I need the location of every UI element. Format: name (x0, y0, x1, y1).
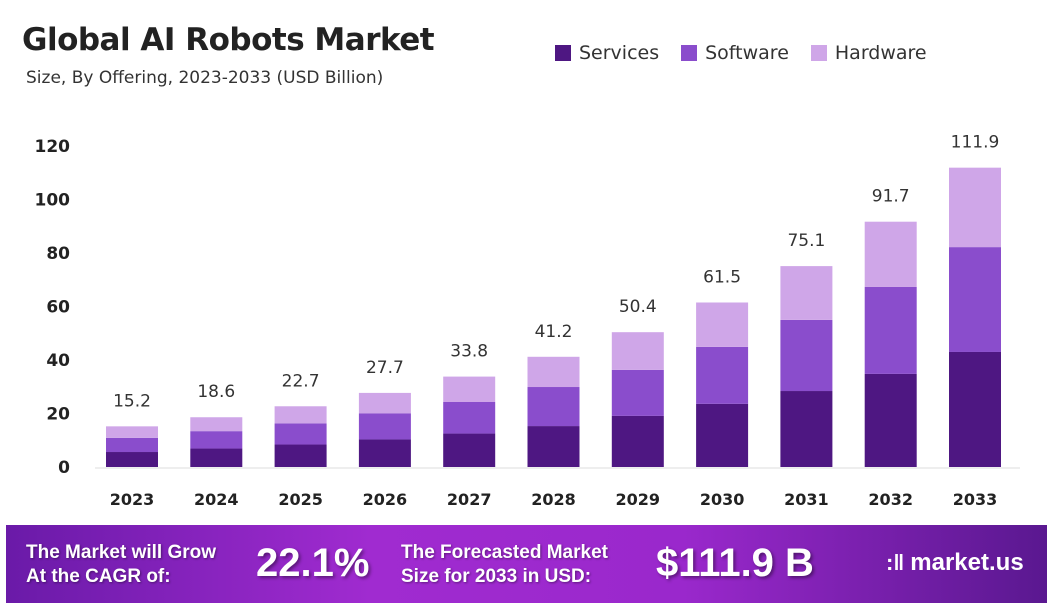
bar-software-2033 (949, 247, 1001, 352)
data-label-2027: 33.8 (450, 342, 488, 362)
cagr-label-line2: At the CAGR of: (26, 566, 171, 587)
x-tick-label: 2029 (616, 490, 661, 509)
bar-software-2025 (274, 423, 327, 445)
y-tick-label: 40 (46, 351, 70, 371)
bar-services-2024 (190, 448, 243, 467)
bar-hardware-2031 (780, 266, 833, 320)
y-tick-label: 60 (46, 298, 70, 318)
cagr-label-line1: The Market will Grow (26, 542, 217, 563)
y-tick-label: 80 (46, 244, 70, 264)
legend-item-hardware: Hardware (810, 42, 927, 64)
bar-hardware-2029 (611, 332, 664, 370)
bar-software-2027 (443, 401, 496, 434)
bar-software-2024 (190, 431, 243, 449)
x-tick-label: 2024 (194, 490, 239, 509)
data-label-2028: 41.2 (535, 322, 573, 342)
bar-services-2023 (106, 452, 158, 467)
data-label-2029: 50.4 (619, 297, 657, 317)
y-tick-label: 20 (46, 405, 70, 425)
bar-software-2032 (864, 286, 917, 374)
legend-swatch (555, 45, 571, 61)
y-tick-label: 120 (35, 137, 71, 157)
bar-services-2033 (949, 351, 1001, 467)
bar-services-2032 (864, 373, 917, 467)
bar-services-2030 (696, 403, 749, 467)
x-tick-label: 2031 (784, 490, 829, 509)
bar-services-2029 (611, 415, 664, 467)
data-label-2025: 22.7 (282, 371, 320, 391)
bar-services-2031 (780, 391, 833, 467)
y-tick-label: 100 (35, 191, 71, 211)
bar-hardware-2027 (443, 376, 496, 402)
x-tick-label: 2032 (868, 490, 913, 509)
legend-item-services: Services (555, 42, 659, 64)
bar-services-2026 (358, 439, 411, 467)
x-tick-label: 2033 (953, 490, 998, 509)
bar-hardware-2033 (949, 167, 1001, 248)
bar-software-2026 (358, 413, 411, 440)
forecast-label-line2: Size for 2033 in USD: (401, 566, 592, 587)
forecast-label: The Forecasted Market Size for 2033 in U… (401, 541, 608, 589)
bar-hardware-2032 (864, 221, 917, 287)
legend-swatch (681, 45, 698, 61)
plot-area: 0 20 40 60 80 100 120 15.2 2023 18.6 2024 22.7 2025 2… (35, 133, 1020, 509)
data-label-2032: 91.7 (872, 187, 910, 207)
data-label-2031: 75.1 (787, 231, 825, 251)
cagr-label: The Market will Grow At the CAGR of: (26, 541, 216, 589)
forecast-label-line1: The Forecasted Market (401, 542, 608, 563)
logo-icon: :ǁ (886, 550, 905, 575)
bar-hardware-2023 (106, 426, 158, 438)
x-tick-label: 2026 (363, 490, 408, 509)
legend-label: Services (579, 42, 660, 64)
legend-label: Software (705, 42, 789, 64)
x-tick-label: 2027 (447, 490, 492, 509)
chart-title: Global AI Robots Market (22, 22, 435, 58)
data-label-2033: 111.9 (951, 133, 1000, 153)
x-tick-label: 2023 (110, 490, 155, 509)
logo-text: market.us (910, 549, 1024, 576)
bar-services-2028 (527, 426, 580, 467)
legend-item-software: Software (681, 42, 789, 64)
data-label-2030: 61.5 (703, 267, 741, 287)
y-tick-label: 0 (58, 458, 70, 478)
forecast-value: $111.9 B (656, 541, 814, 585)
bar-hardware-2026 (358, 392, 411, 414)
data-label-2026: 27.7 (366, 358, 404, 378)
bar-hardware-2024 (190, 417, 243, 432)
data-label-2024: 18.6 (197, 382, 235, 402)
legend-label: Hardware (834, 42, 927, 64)
x-tick-label: 2028 (531, 490, 576, 509)
legend-swatch (810, 45, 827, 61)
data-label-2023: 15.2 (113, 391, 151, 411)
summary-banner: The Market will Grow At the CAGR of: 22.… (6, 525, 1047, 603)
bar-software-2023 (106, 437, 158, 453)
bar-services-2025 (274, 444, 327, 467)
bar-software-2029 (611, 369, 664, 416)
market-us-logo: :ǁ market.us (886, 549, 1024, 577)
x-tick-label: 2025 (278, 490, 323, 509)
legend: Services Software Hardware (555, 42, 927, 64)
bar-hardware-2025 (274, 406, 327, 424)
chart-subtitle: Size, By Offering, 2023-2033 (USD Billio… (26, 68, 384, 88)
x-tick-label: 2030 (700, 490, 745, 509)
bar-software-2028 (527, 387, 580, 427)
bar-software-2030 (696, 346, 749, 404)
bar-software-2031 (780, 319, 833, 392)
bar-services-2027 (443, 433, 496, 467)
bar-hardware-2030 (696, 302, 749, 347)
cagr-value: 22.1% (256, 541, 370, 585)
bar-hardware-2028 (527, 356, 580, 388)
